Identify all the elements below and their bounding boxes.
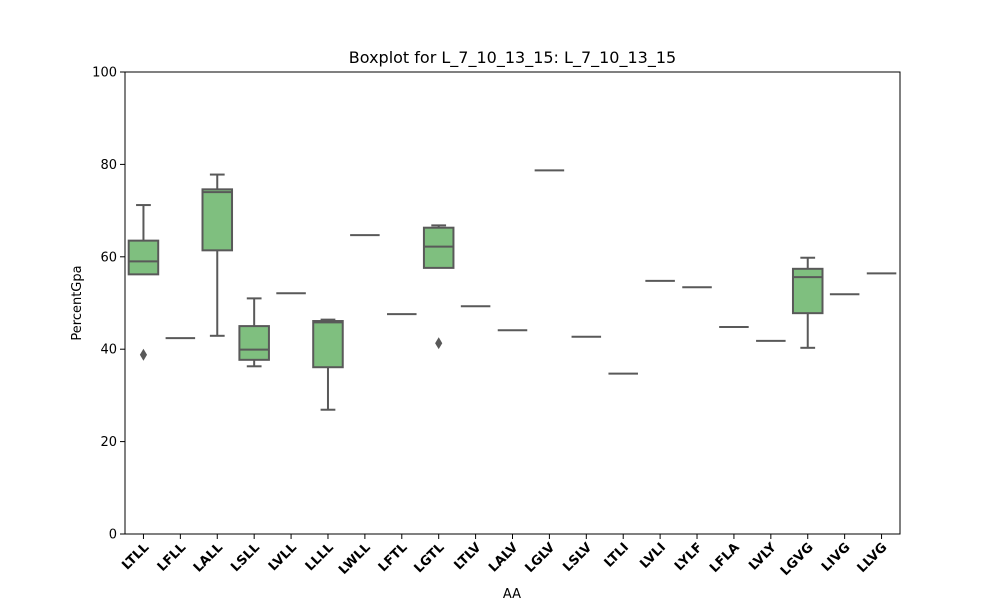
box-body — [127, 239, 160, 276]
x-tick-label: LFTL — [376, 540, 411, 575]
y-tick-label: 20 — [100, 435, 117, 450]
x-tick-label: LYLF — [672, 540, 706, 574]
plot-area — [127, 169, 897, 411]
x-tick-label: LWLL — [336, 540, 374, 578]
box-body — [422, 226, 455, 269]
box-lgtl — [422, 224, 455, 350]
outlier-point — [139, 348, 148, 361]
x-tick-label: LVLI — [637, 540, 669, 572]
box-body — [201, 188, 234, 252]
plot-frame — [124, 71, 901, 535]
y-axis: 0 20 40 60 80 100 — [92, 66, 125, 543]
x-axis-label: AA — [503, 587, 521, 600]
x-axis: LTLL LFLL LALL LSLL LVLL LLLL LWLL LFTL LGTL LTLV… — [119, 534, 890, 579]
y-tick-label: 0 — [109, 528, 117, 543]
box-ltll — [127, 204, 160, 361]
box-body — [312, 320, 344, 369]
box-body — [238, 325, 270, 361]
x-tick-label: LLLL — [303, 540, 337, 574]
x-tick-label: LTLI — [602, 540, 632, 570]
box-body — [791, 267, 824, 315]
box-lsll — [238, 297, 270, 368]
y-tick-label: 80 — [100, 158, 117, 173]
x-tick-label: LALV — [486, 540, 521, 575]
x-tick-label: LGLV — [523, 540, 559, 576]
x-tick-label: LTLL — [119, 540, 152, 573]
y-tick-label: 60 — [100, 250, 117, 265]
x-tick-label: LGTL — [412, 540, 448, 576]
x-tick-label: LFLL — [155, 540, 189, 574]
x-tick-label: LSLV — [560, 540, 595, 575]
box-lall — [201, 173, 234, 337]
x-tick-label: LTLV — [451, 540, 484, 573]
chart-title: Boxplot for L_7_10_13_15: L_7_10_13_15 — [349, 48, 676, 68]
x-tick-label: LVLL — [266, 540, 300, 574]
x-tick-label: LALL — [191, 540, 226, 575]
x-tick-label: LFLA — [707, 540, 743, 576]
outlier-point — [435, 337, 443, 350]
x-tick-label: LVLY — [746, 540, 780, 574]
x-tick-label: LIVG — [819, 540, 854, 575]
x-tick-label: LLVG — [855, 540, 891, 576]
y-tick-label: 40 — [100, 343, 117, 358]
box-lgvg — [791, 256, 824, 349]
y-tick-label: 100 — [92, 66, 117, 81]
x-tick-label: LGVG — [778, 540, 817, 579]
box-llll — [312, 318, 344, 411]
y-axis-label: PercentGpa — [70, 265, 85, 340]
x-tick-label: LSLL — [228, 540, 263, 575]
